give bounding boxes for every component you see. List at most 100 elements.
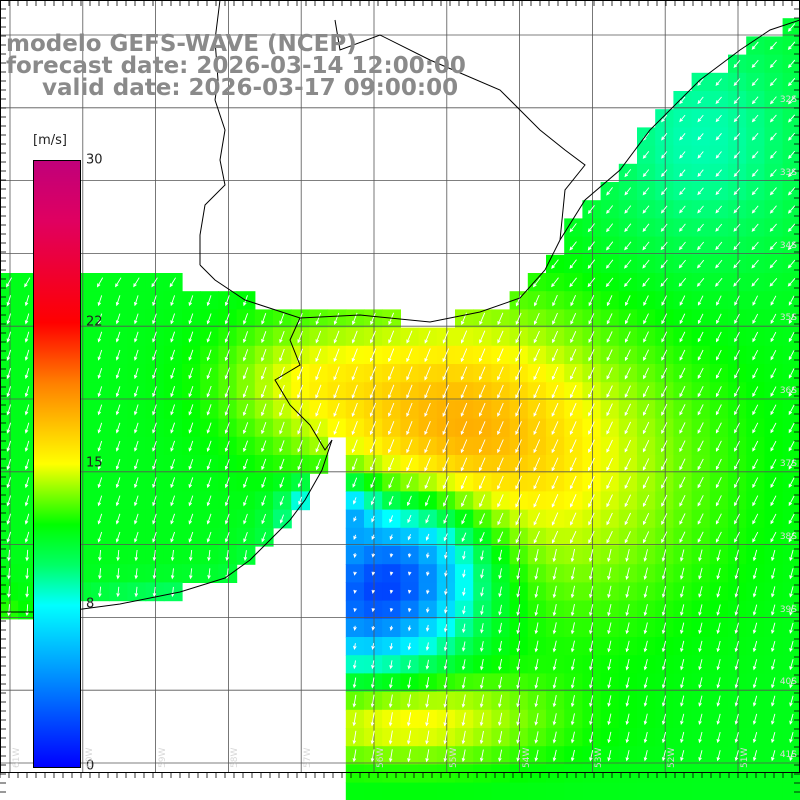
wind-arrow bbox=[787, 78, 796, 87]
wind-arrow bbox=[98, 586, 102, 598]
wind-arrow bbox=[606, 187, 613, 196]
wind-arrow bbox=[734, 440, 741, 452]
wind-arrow bbox=[661, 750, 666, 762]
wind-arrow bbox=[515, 531, 522, 544]
wind-arrow bbox=[243, 495, 248, 507]
wind-arrow bbox=[388, 348, 395, 363]
wind-arrow bbox=[6, 531, 12, 543]
wind-arrow bbox=[188, 404, 194, 416]
wind-arrow bbox=[552, 676, 557, 690]
wind-arrow bbox=[588, 476, 595, 490]
wind-arrow bbox=[715, 386, 722, 398]
wind-arrow bbox=[462, 623, 466, 634]
wind-arrow bbox=[24, 458, 30, 471]
wind-arrow bbox=[461, 641, 466, 652]
wind-arrow bbox=[789, 604, 794, 616]
wind-cell bbox=[637, 782, 656, 800]
longitude-label: 58W bbox=[230, 747, 241, 768]
wind-arrow bbox=[206, 513, 212, 525]
wind-arrow bbox=[661, 114, 668, 123]
wind-arrow bbox=[370, 749, 375, 763]
wind-arrow bbox=[771, 622, 776, 634]
wind-arrow bbox=[624, 169, 632, 178]
wind-arrow bbox=[6, 386, 12, 398]
wind-arrow bbox=[206, 295, 212, 307]
wind-arrow bbox=[788, 386, 795, 397]
wind-arrow bbox=[224, 349, 230, 362]
wind-arrow bbox=[388, 366, 395, 381]
wind-arrow bbox=[697, 169, 704, 177]
wind-arrow bbox=[134, 331, 139, 343]
wind-arrow bbox=[551, 457, 559, 472]
wind-arrow bbox=[624, 458, 632, 471]
wind-arrow bbox=[661, 295, 668, 306]
wind-arrow bbox=[788, 440, 795, 452]
wind-arrow bbox=[479, 749, 484, 763]
wind-arrow bbox=[589, 731, 594, 744]
wind-arrow bbox=[443, 659, 448, 671]
wind-arrow bbox=[733, 187, 741, 196]
wind-arrow bbox=[6, 477, 12, 489]
wind-arrow bbox=[389, 553, 394, 558]
wind-arrow bbox=[551, 366, 559, 381]
wind-arrow bbox=[770, 349, 777, 361]
wind-arrow bbox=[789, 549, 794, 562]
wind-cell bbox=[564, 782, 583, 800]
wind-arrow bbox=[771, 695, 776, 707]
wind-arrow bbox=[533, 312, 540, 325]
wind-arrow bbox=[442, 348, 450, 363]
wind-arrow bbox=[97, 368, 103, 379]
wind-arrow bbox=[716, 295, 722, 306]
wind-arrow bbox=[752, 695, 758, 707]
wind-arrow bbox=[570, 713, 575, 726]
wind-arrow bbox=[534, 567, 539, 581]
wind-arrow bbox=[7, 549, 11, 562]
colorbar-unit: [m/s] bbox=[33, 133, 67, 148]
wind-arrow bbox=[734, 422, 741, 434]
wind-arrow bbox=[624, 512, 632, 526]
wind-arrow bbox=[661, 385, 668, 398]
wind-arrow bbox=[715, 223, 723, 232]
wind-arrow bbox=[406, 421, 413, 436]
wind-arrow bbox=[515, 439, 522, 454]
wind-arrow bbox=[353, 643, 357, 651]
wind-arrow bbox=[462, 605, 466, 615]
wind-arrow bbox=[442, 439, 450, 454]
wind-arrow bbox=[661, 132, 668, 141]
wind-arrow bbox=[625, 549, 630, 563]
wind-arrow bbox=[24, 531, 30, 543]
wind-cell bbox=[491, 782, 511, 800]
wind-arrow bbox=[697, 458, 704, 471]
wind-arrow bbox=[460, 457, 468, 472]
wind-arrow bbox=[623, 277, 632, 288]
wind-arrow bbox=[97, 459, 103, 470]
wind-arrow bbox=[389, 534, 394, 541]
wind-arrow bbox=[661, 494, 668, 507]
latitude-label: 41S bbox=[779, 750, 797, 761]
wind-arrow bbox=[697, 440, 704, 453]
wind-arrow bbox=[243, 531, 248, 543]
wind-arrow bbox=[642, 440, 650, 453]
wind-arrow bbox=[261, 458, 267, 471]
wind-cell bbox=[600, 782, 620, 800]
wind-arrow bbox=[351, 366, 358, 381]
wind-cell bbox=[400, 764, 420, 784]
wind-arrow bbox=[461, 694, 466, 708]
wind-arrow bbox=[6, 458, 12, 471]
wind-arrow bbox=[134, 531, 139, 543]
wind-arrow bbox=[661, 422, 668, 435]
wind-arrow bbox=[698, 659, 703, 671]
wind-arrow bbox=[333, 366, 340, 381]
wind-arrow bbox=[660, 223, 668, 232]
wind-arrow bbox=[661, 331, 668, 343]
wind-arrow bbox=[425, 533, 430, 541]
wind-arrow bbox=[661, 151, 668, 159]
wind-arrow bbox=[697, 313, 704, 325]
wind-arrow bbox=[498, 586, 502, 598]
wind-arrow bbox=[569, 475, 577, 490]
wind-arrow bbox=[134, 568, 138, 580]
wind-arrow bbox=[115, 404, 121, 416]
wind-arrow bbox=[642, 187, 650, 196]
wind-arrow bbox=[642, 513, 650, 526]
forecast-date: forecast date: 2026-03-14 12:00:00 bbox=[6, 53, 466, 79]
